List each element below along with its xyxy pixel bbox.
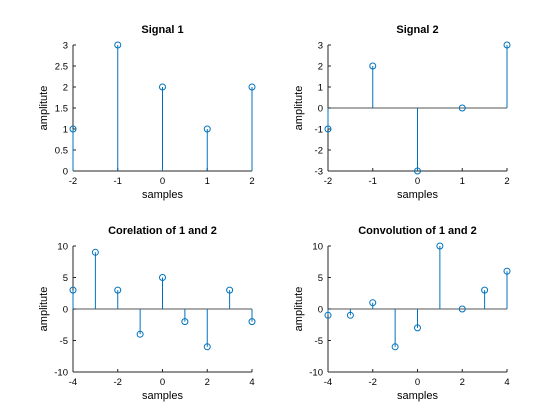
y-tick-label: 5: [318, 273, 323, 284]
stem-marker: [391, 343, 399, 351]
stem-marker: [181, 318, 189, 326]
stem-marker: [503, 267, 511, 275]
stem-marker: [203, 125, 211, 133]
y-tick-label: 1: [318, 83, 323, 94]
x-tick-label: 1: [460, 176, 465, 187]
x-tick-label: 2: [460, 377, 465, 388]
x-tick-label: -2: [114, 377, 122, 388]
x-axis-label: samples: [397, 390, 438, 402]
x-axis-label: samples: [397, 189, 438, 201]
stem-marker: [369, 299, 377, 307]
y-tick-label: 10: [312, 242, 323, 253]
x-tick-label: -1: [114, 176, 122, 187]
y-tick-label: 0: [318, 305, 323, 316]
y-tick-label: -5: [60, 336, 68, 347]
x-tick-label: 0: [160, 176, 165, 187]
y-tick-label: 0: [63, 167, 68, 178]
stem-marker: [324, 311, 332, 319]
x-tick-label: 2: [249, 176, 254, 187]
stem-marker: [346, 311, 354, 319]
stem-marker: [91, 248, 99, 256]
y-tick-label: -1: [315, 125, 323, 136]
y-tick-label: 1: [63, 125, 68, 136]
x-tick-label: -4: [69, 377, 77, 388]
y-tick-label: 2.5: [55, 62, 68, 73]
stem-marker: [226, 286, 234, 294]
x-tick-label: 0: [160, 377, 165, 388]
y-tick-label: 10: [57, 242, 68, 253]
subplot-correlation: Corelation of 1 and 2 -4 -2 0 2 4 -10 -5 0 5 10 sam…: [38, 225, 256, 402]
stem-marker: [414, 167, 421, 175]
y-axis-label: amplitute: [293, 86, 305, 131]
x-tick-label: -4: [324, 377, 332, 388]
stem-marker: [481, 286, 489, 294]
y-tick-label: -3: [315, 167, 323, 178]
x-tick-label: -2: [369, 377, 377, 388]
x-tick-label: -2: [69, 176, 77, 187]
stem-marker: [436, 242, 444, 250]
chart-title: Corelation of 1 and 2: [108, 225, 217, 237]
stem-marker: [136, 330, 144, 338]
stem-marker: [503, 41, 511, 49]
y-tick-label: -5: [315, 336, 323, 347]
x-axis-label: samples: [142, 390, 183, 402]
y-tick-label: 2: [318, 62, 323, 73]
stem-marker: [159, 274, 166, 281]
y-axis-label: amplitute: [38, 86, 50, 131]
y-tick-label: 1.5: [55, 104, 68, 115]
y-axis-label: amplitute: [38, 287, 50, 332]
stem-marker: [414, 324, 421, 332]
y-tick-label: -10: [54, 368, 68, 379]
y-tick-label: 5: [63, 273, 68, 284]
x-tick-label: 2: [504, 176, 509, 187]
stem-marker: [203, 343, 211, 351]
stem-marker: [159, 83, 166, 91]
y-tick-label: 0: [318, 104, 323, 115]
stem-marker: [369, 62, 377, 70]
stem-marker: [248, 83, 256, 91]
x-tick-label: 2: [205, 377, 210, 388]
stem-marker: [248, 318, 256, 326]
x-tick-label: 4: [504, 377, 509, 388]
y-axis-label: amplitute: [293, 287, 305, 332]
stem-marker: [324, 125, 332, 133]
y-tick-label: 0.5: [55, 146, 68, 157]
subplot-signal-1: Signal 1 -2 -1 0 1 2 0 0.5 1 1.5 2 2.5 3 samples ampli…: [38, 24, 256, 201]
y-tick-label: -2: [315, 146, 323, 157]
subplot-signal-2: Signal 2-2 -1 0 1 2-3-2-10123samplesamplitut…: [293, 24, 511, 201]
x-axis-label: samples: [142, 189, 183, 201]
chart-title: Signal 2: [396, 24, 438, 36]
x-tick-label: -1: [369, 176, 377, 187]
stem-marker: [114, 286, 122, 294]
chart-title: Convolution of 1 and 2: [358, 225, 477, 237]
x-tick-label: 0: [415, 377, 420, 388]
x-tick-label: 4: [249, 377, 254, 388]
y-tick-label: 3: [318, 41, 323, 52]
stem-marker: [458, 305, 466, 313]
stem-marker: [69, 125, 77, 133]
y-tick-label: 2: [63, 83, 68, 94]
y-tick-label: 0: [63, 305, 68, 316]
y-tick-label: 3: [63, 41, 68, 52]
x-tick-label: 0: [415, 176, 420, 187]
x-tick-label: 1: [205, 176, 210, 187]
stem-marker: [114, 41, 122, 49]
stem-marker: [69, 286, 77, 294]
y-tick-label: -10: [309, 368, 323, 379]
x-tick-label: -2: [324, 176, 332, 187]
chart-title: Signal 1: [141, 24, 183, 36]
stem-marker: [458, 104, 466, 112]
subplot-convolution: Convolution of 1 and 2 -4 -2 0 2 4 -10 -5 0 5 10 sa…: [293, 225, 511, 402]
